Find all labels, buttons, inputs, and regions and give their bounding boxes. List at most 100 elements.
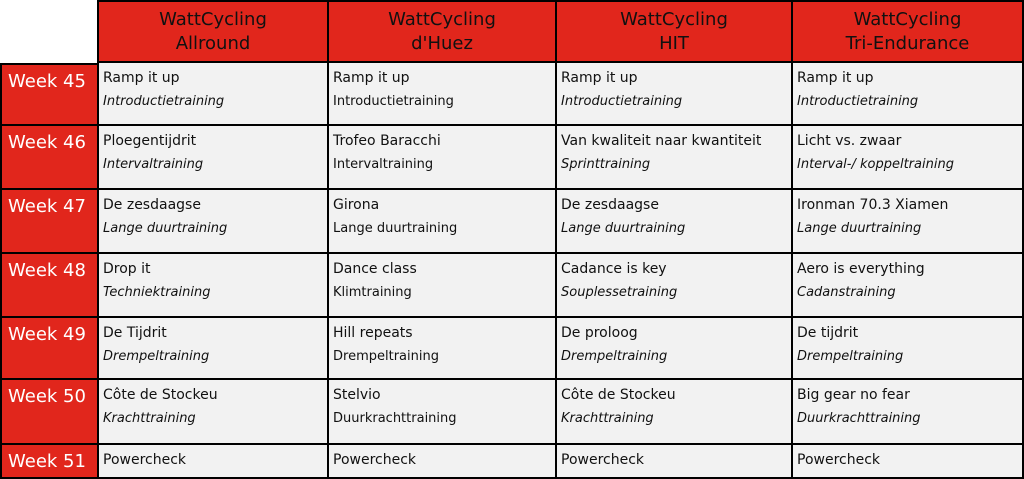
table-cell: Powercheck (327, 445, 555, 479)
training-type: Klimtraining (333, 285, 412, 300)
training-type: Sprinttraining (561, 157, 651, 172)
table-cell: Van kwaliteit naar kwantiteit Sprinttrai… (555, 126, 791, 190)
table-cell: Girona Lange duurtraining (327, 190, 555, 254)
training-title: Powercheck (333, 452, 417, 468)
column-header-tri-endurance: WattCycling Tri-Endurance (791, 0, 1024, 63)
table-cell: Stelvio Duurkrachttraining (327, 380, 555, 445)
training-title: Ramp it up (561, 70, 638, 86)
training-type: Drempeltraining (333, 349, 439, 364)
table-cell: De tijdrit Drempeltraining (791, 318, 1024, 380)
training-type: Lange duurtraining (333, 221, 458, 236)
column-header-line2: Tri-Endurance (845, 32, 970, 54)
training-type: Krachttraining (561, 411, 654, 426)
column-header-dhuez: WattCycling d'Huez (327, 0, 555, 63)
table-cell: Powercheck (97, 445, 327, 479)
training-title: Ironman 70.3 Xiamen (797, 197, 949, 213)
column-header-line2: HIT (659, 32, 689, 54)
training-title: Ramp it up (797, 70, 874, 86)
table-cell: Big gear no fear Duurkrachttraining (791, 380, 1024, 445)
training-title: De zesdaagse (103, 197, 201, 213)
training-title: De tijdrit (797, 325, 859, 341)
training-title: Ramp it up (103, 70, 180, 86)
week-label: Week 47 (0, 190, 97, 254)
training-type: Drempeltraining (561, 349, 668, 364)
training-type: Souplessetraining (561, 285, 678, 300)
training-title: Van kwaliteit naar kwantiteit (561, 133, 762, 149)
training-type: Intervaltraining (333, 157, 434, 172)
table-cell: Drop it Techniektraining (97, 254, 327, 318)
training-type: Techniektraining (103, 285, 211, 300)
table-cell: Ramp it up Introductietraining (97, 63, 327, 126)
column-header-line2: Allround (175, 32, 251, 54)
week-label: Week 51 (0, 445, 97, 479)
table-cell: De Tijdrit Drempeltraining (97, 318, 327, 380)
table-cell: Ramp it up Introductietraining (555, 63, 791, 126)
training-type: Lange duurtraining (103, 221, 228, 236)
training-title: Powercheck (561, 452, 645, 468)
table-cell: Powercheck (791, 445, 1024, 479)
table-cell: Cadance is key Souplessetraining (555, 254, 791, 318)
training-title: Côte de Stockeu (561, 387, 676, 403)
corner-cell (0, 0, 97, 63)
column-header-line1: WattCycling (620, 8, 728, 30)
training-title: Côte de Stockeu (103, 387, 218, 403)
training-title: Ramp it up (333, 70, 410, 86)
training-title: Licht vs. zwaar (797, 133, 902, 149)
table-cell: De zesdaagse Lange duurtraining (97, 190, 327, 254)
training-type: Introductietraining (333, 94, 454, 109)
table-cell: Côte de Stockeu Krachttraining (555, 380, 791, 445)
column-header-line1: WattCycling (388, 8, 496, 30)
training-title: Drop it (103, 261, 151, 277)
table-cell: Licht vs. zwaar Interval-/ koppeltrainin… (791, 126, 1024, 190)
table-cell: Ploegentijdrit Intervaltraining (97, 126, 327, 190)
training-title: Aero is everything (797, 261, 925, 277)
training-title: De zesdaagse (561, 197, 659, 213)
training-type: Interval-/ koppeltraining (797, 157, 954, 172)
training-type: Introductietraining (797, 94, 919, 109)
week-label: Week 46 (0, 126, 97, 190)
training-title: Stelvio (333, 387, 381, 403)
table-cell: De zesdaagse Lange duurtraining (555, 190, 791, 254)
training-title: Powercheck (797, 452, 881, 468)
column-header-line2: d'Huez (411, 32, 473, 54)
table-cell: Trofeo Baracchi Intervaltraining (327, 126, 555, 190)
training-title: Trofeo Baracchi (333, 133, 441, 149)
table-cell: Côte de Stockeu Krachttraining (97, 380, 327, 445)
training-title: De Tijdrit (103, 325, 167, 341)
column-header-line1: WattCycling (159, 8, 267, 30)
training-title: Powercheck (103, 452, 187, 468)
week-label: Week 48 (0, 254, 97, 318)
training-type: Cadanstraining (797, 285, 896, 300)
training-type: Lange duurtraining (797, 221, 922, 236)
table-cell: Hill repeats Drempeltraining (327, 318, 555, 380)
training-title: Ploegentijdrit (103, 133, 197, 149)
training-title: Hill repeats (333, 325, 413, 341)
training-type: Intervaltraining (103, 157, 204, 172)
week-label: Week 45 (0, 63, 97, 126)
training-type: Krachttraining (103, 411, 196, 426)
training-title: Big gear no fear (797, 387, 910, 403)
training-title: Cadance is key (561, 261, 667, 277)
training-type: Duurkrachttraining (797, 411, 921, 426)
table-cell: Ironman 70.3 Xiamen Lange duurtraining (791, 190, 1024, 254)
table-cell: De proloog Drempeltraining (555, 318, 791, 380)
column-header-hit: WattCycling HIT (555, 0, 791, 63)
training-type: Lange duurtraining (561, 221, 686, 236)
table-cell: Ramp it up Introductietraining (327, 63, 555, 126)
column-header-allround: WattCycling Allround (97, 0, 327, 63)
training-type: Introductietraining (561, 94, 683, 109)
training-title: De proloog (561, 325, 638, 341)
training-title: Dance class (333, 261, 417, 277)
training-type: Drempeltraining (103, 349, 210, 364)
table-cell: Aero is everything Cadanstraining (791, 254, 1024, 318)
week-label: Week 50 (0, 380, 97, 445)
training-type: Duurkrachttraining (333, 411, 457, 426)
table-cell: Dance class Klimtraining (327, 254, 555, 318)
week-label: Week 49 (0, 318, 97, 380)
table-cell: Ramp it up Introductietraining (791, 63, 1024, 126)
training-type: Introductietraining (103, 94, 225, 109)
table-cell: Powercheck (555, 445, 791, 479)
training-type: Drempeltraining (797, 349, 904, 364)
column-header-line1: WattCycling (853, 8, 962, 30)
